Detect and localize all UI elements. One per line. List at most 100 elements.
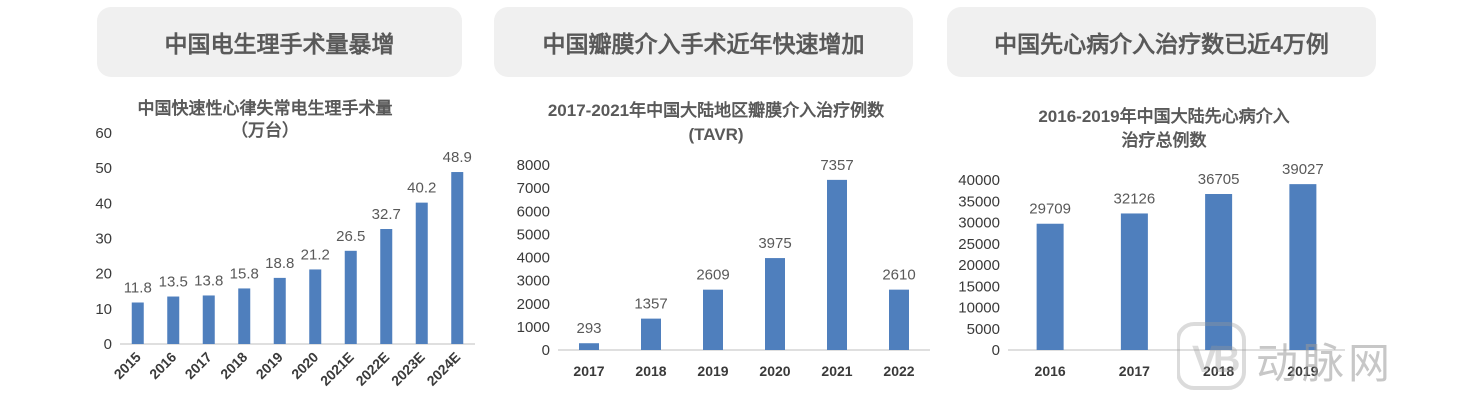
bar	[309, 269, 322, 344]
data-label: 3975	[758, 235, 791, 252]
bar	[238, 288, 251, 344]
chart-title: 中国快速性心律失常电生理手术量	[138, 98, 393, 118]
y-tick-label: 0	[542, 342, 550, 359]
bar	[1205, 194, 1233, 350]
y-tick-label: 10	[95, 301, 112, 318]
data-label: 48.9	[443, 149, 472, 166]
bar	[827, 179, 847, 350]
x-tick-label: 2017	[1119, 363, 1150, 379]
watermark-logo: V B	[1176, 322, 1457, 392]
header-congenital-heart: 中国先心病介入治疗数已近4万例	[947, 7, 1376, 77]
x-tick-label: 2024E	[423, 349, 463, 389]
x-tick-label: 2015	[111, 349, 144, 382]
y-tick-label: 40	[95, 195, 112, 212]
y-tick-label: 15000	[958, 278, 1000, 295]
y-tick-label: 0	[992, 342, 1000, 359]
x-tick-label: 2020	[759, 363, 790, 379]
x-tick-label: 2018	[1203, 363, 1234, 379]
y-tick-label: 30000	[958, 215, 1000, 232]
y-tick-label: 10000	[958, 300, 1000, 317]
data-label: 13.5	[159, 274, 188, 291]
y-tick-label: 50	[95, 160, 112, 177]
bar	[1289, 184, 1317, 350]
chart-title: 治疗总例数	[1122, 130, 1208, 150]
data-label: 29709	[1029, 201, 1071, 218]
x-tick-label: 2019	[697, 363, 728, 379]
data-label: 7357	[820, 157, 853, 174]
y-tick-label: 7000	[517, 180, 550, 197]
x-tick-label: 2021E	[317, 349, 357, 389]
y-tick-label: 3000	[517, 273, 550, 290]
y-tick-label: 40000	[958, 172, 1000, 189]
y-tick-label: 0	[104, 336, 112, 353]
data-label: 293	[576, 320, 601, 337]
bar	[1120, 213, 1148, 350]
y-tick-label: 2000	[517, 296, 550, 313]
y-tick-label: 6000	[517, 203, 550, 220]
data-label: 13.8	[194, 272, 223, 289]
bar	[167, 296, 180, 344]
header-valve-intervention: 中国瓣膜介入手术近年快速增加	[494, 7, 913, 77]
y-tick-label: 35000	[958, 193, 1000, 210]
data-label: 2609	[696, 267, 729, 284]
x-tick-label: 2018	[635, 363, 666, 379]
x-tick-label: 2021	[821, 363, 852, 379]
y-tick-label: 20000	[958, 257, 1000, 274]
data-label: 26.5	[336, 228, 365, 245]
data-label: 21.2	[301, 246, 330, 263]
data-label: 2610	[882, 267, 915, 284]
bar	[765, 258, 785, 350]
bar	[451, 172, 464, 344]
svg-text:V: V	[1192, 339, 1218, 381]
chart-title: (TAVR)	[688, 125, 743, 144]
data-label: 11.8	[124, 280, 152, 297]
svg-text:B: B	[1213, 339, 1240, 381]
data-label: 32126	[1114, 190, 1156, 207]
y-tick-label: 25000	[958, 236, 1000, 253]
bar	[273, 277, 286, 344]
bar	[344, 250, 357, 344]
data-label: 39027	[1282, 161, 1324, 178]
y-tick-label: 30	[95, 231, 112, 248]
y-tick-label: 4000	[517, 250, 550, 267]
x-tick-label: 2019	[253, 349, 286, 382]
bar	[1036, 223, 1064, 350]
chart-title: （万台）	[231, 120, 299, 140]
x-tick-label: 2016	[146, 349, 179, 382]
bar	[131, 302, 144, 344]
x-tick-label: 2022	[883, 363, 914, 379]
x-tick-label: 2018	[217, 349, 250, 382]
data-label: 18.8	[265, 255, 294, 272]
y-tick-label: 60	[95, 125, 112, 142]
chart-title: 2016-2019年中国大陆先心病介入	[1038, 106, 1289, 126]
data-label: 15.8	[230, 265, 259, 282]
x-tick-label: 2017	[573, 363, 604, 379]
bar	[641, 318, 661, 350]
watermark-brand: 动脉网	[1256, 340, 1395, 387]
header-electrophysiology: 中国电生理手术量暴增	[97, 7, 462, 77]
chart-electrophysiology: 中国快速性心律失常电生理手术量（万台） 0 10 20 30 40 50 60 11.8 2015…	[95, 98, 475, 389]
vb-logo-icon: V B	[1176, 322, 1246, 390]
x-tick-label: 2017	[182, 349, 215, 382]
data-label: 40.2	[407, 180, 436, 197]
data-label: 32.7	[372, 206, 401, 223]
y-tick-label: 1000	[517, 319, 550, 336]
data-label: 1357	[634, 296, 667, 313]
chart-title: 2017-2021年中国大陆地区瓣膜介入治疗例数	[548, 100, 885, 120]
bar	[703, 289, 723, 350]
y-tick-label: 5000	[967, 321, 1000, 338]
y-tick-label: 5000	[517, 226, 550, 243]
y-tick-label: 20	[95, 266, 112, 283]
bar	[380, 229, 393, 344]
bar	[579, 343, 599, 350]
bar	[889, 289, 909, 350]
x-tick-label: 2019	[1287, 363, 1318, 379]
x-tick-label: 2023E	[388, 349, 428, 389]
y-tick-label: 8000	[517, 157, 550, 174]
x-tick-label: 2016	[1035, 363, 1066, 379]
bar	[415, 202, 428, 344]
data-label: 36705	[1198, 171, 1240, 188]
x-tick-label: 2022E	[352, 349, 392, 389]
chart-tavr: 2017-2021年中国大陆地区瓣膜介入治疗例数 (TAVR) 0 1000 2000 3…	[517, 100, 930, 379]
